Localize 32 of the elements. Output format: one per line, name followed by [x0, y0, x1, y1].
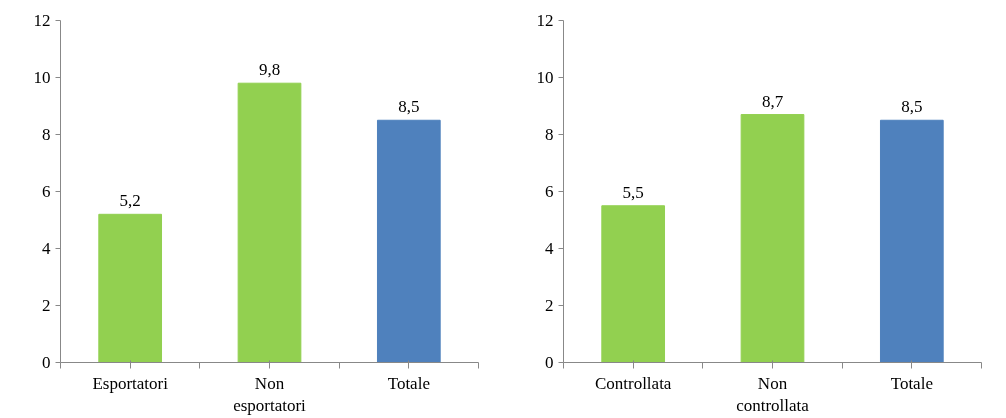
- y-tick-label: 10: [536, 68, 554, 87]
- y-tick-label: 0: [42, 353, 51, 372]
- y-tick-label: 10: [33, 68, 51, 87]
- x-tick-label: Totale: [890, 373, 933, 393]
- y-tick-label: 0: [545, 353, 554, 372]
- bar: [879, 119, 944, 363]
- y-tick-label: 12: [536, 11, 554, 30]
- data-label: 8,5: [901, 97, 923, 117]
- data-label: 5,5: [622, 182, 644, 202]
- x-tick-label: Non esportatori: [233, 373, 307, 416]
- y-tick-label: 4: [545, 239, 554, 258]
- bar: [601, 205, 666, 363]
- y-tick-label: 6: [545, 182, 554, 201]
- y-tick-label: 4: [42, 239, 51, 258]
- bar: [376, 119, 441, 363]
- bar: [98, 213, 163, 363]
- x-tick-label: Non controllata: [736, 373, 810, 416]
- data-label: 8,7: [761, 91, 784, 111]
- data-label: 5,2: [119, 191, 141, 211]
- y-tick-label: 8: [545, 125, 554, 144]
- bar: [237, 82, 302, 363]
- y-tick-label: 8: [42, 125, 51, 144]
- data-label: 9,8: [258, 60, 281, 80]
- y-tick-label: 2: [42, 296, 51, 315]
- x-tick-label: Totale: [387, 373, 430, 393]
- x-tick-label: Esportatori: [92, 373, 169, 393]
- x-tick-label: Controllata: [594, 373, 672, 393]
- data-label: 8,5: [398, 97, 420, 117]
- y-tick-label: 2: [545, 296, 554, 315]
- bar: [740, 114, 805, 363]
- y-tick-label: 6: [42, 182, 51, 201]
- y-tick-label: 12: [33, 11, 51, 30]
